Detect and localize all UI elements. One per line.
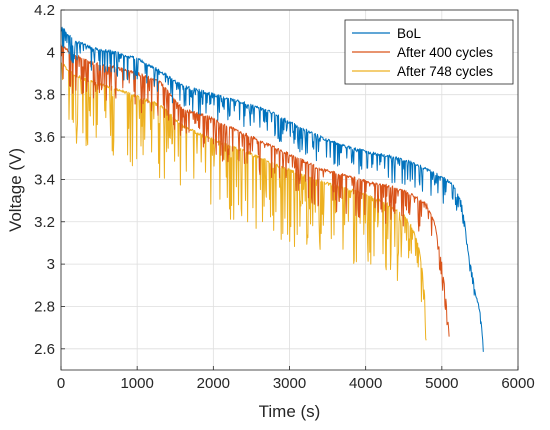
axis-ticks: 0 1000 2000 3000 4000 5000 6000 2.6 2.8 3 3.2 3.4 3.… <box>34 2 535 392</box>
y-tick-label: 4 <box>47 44 55 61</box>
y-tick-label: 4.2 <box>34 2 55 19</box>
y-tick-label: 3.4 <box>34 171 55 188</box>
y-tick-label: 2.8 <box>34 298 55 315</box>
x-tick-label: 5000 <box>425 375 458 392</box>
legend-label-400-cycles: After 400 cycles <box>397 45 493 60</box>
y-tick-label: 2.6 <box>34 341 55 358</box>
x-tick-label: 2000 <box>197 375 230 392</box>
x-tick-label: 3000 <box>273 375 306 392</box>
legend: BoL After 400 cycles After 748 cycles <box>344 19 514 85</box>
series-line-748-cycles <box>60 62 427 341</box>
x-tick-label: 0 <box>57 375 65 392</box>
series-group <box>60 26 484 352</box>
y-tick-label: 3.8 <box>34 87 55 104</box>
series-line-bol <box>60 26 484 352</box>
y-tick-label: 3.2 <box>34 214 55 231</box>
x-tick-label: 4000 <box>349 375 382 392</box>
y-tick-label: 3 <box>47 256 55 273</box>
legend-label-bol: BoL <box>397 26 422 41</box>
y-axis-label: Voltage (V) <box>6 148 25 232</box>
x-tick-label: 1000 <box>120 375 153 392</box>
y-tick-label: 3.6 <box>34 129 55 146</box>
series-line-400-cycles <box>60 44 450 337</box>
legend-label-748-cycles: After 748 cycles <box>397 64 493 79</box>
x-tick-label: 6000 <box>501 375 534 392</box>
x-axis-label: Time (s) <box>259 402 321 421</box>
